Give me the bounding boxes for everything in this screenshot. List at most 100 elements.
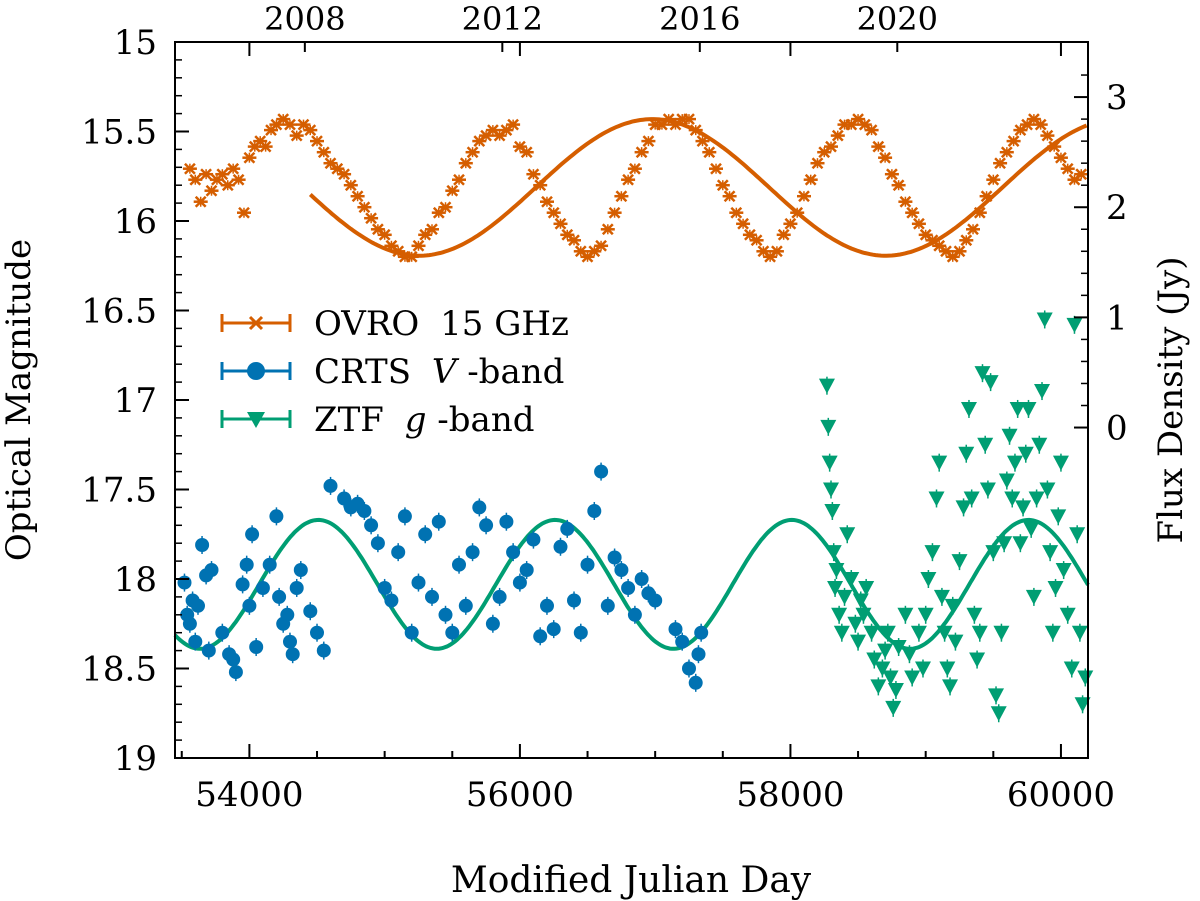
ztf-point-85 [1066,317,1083,333]
crts-point-58 [506,545,521,560]
ztf-point-57 [988,688,1005,704]
ovro-point-81 [709,162,723,175]
ovro-point-124 [999,146,1014,159]
ztf-point-5 [825,545,842,561]
ovro-point-94 [797,190,811,203]
crts-point-37 [364,518,379,533]
ovro-point-93 [790,206,805,219]
ovro-point-84 [729,206,744,219]
ovro-point-79 [695,135,710,147]
y-left-tick-label-8: 19 [114,739,157,779]
crts-point-19 [255,581,270,595]
y-left-tick-label-2: 16 [114,202,157,242]
legend-marker-crts [247,362,265,380]
ztf-point-22 [877,643,894,659]
crts-point-75 [621,581,636,595]
ztf-point-79 [1047,580,1064,596]
crts-point-80 [668,622,683,637]
ovro-point-69 [627,162,642,175]
crts-point-61 [526,532,541,547]
ztf-point-37 [931,455,948,471]
crts-point-82 [682,661,696,676]
ovro-point-83 [722,190,737,203]
y-left-tick-label-3: 16.5 [81,292,157,332]
axis-ticks [175,41,1088,759]
ztf-point-46 [958,446,975,462]
ovro-point-18 [283,118,297,131]
ovro-point-109 [898,195,913,208]
y-left-tick-label-1: 15.5 [81,113,157,153]
crts-point-21 [269,509,284,524]
crts-point-68 [573,625,588,640]
legend-label-ztf-suffix: -band [437,400,534,440]
legend-label-ovro-freq: 15 GHz [440,304,569,344]
y-left-tick-label-4: 17 [114,381,157,421]
ovro-point-8 [226,162,241,175]
ztf-point-20 [870,679,887,695]
ovro-point-37 [411,239,426,252]
ztf-point-24 [882,670,899,686]
ztf-point-60 [996,536,1013,552]
ovro-point-119 [966,223,980,236]
ovro-point-125 [1006,135,1021,147]
ovro-point-68 [621,173,636,186]
legend-label-crts-band: V [432,352,460,392]
ovro-point-60 [567,234,581,247]
ztf-point-0 [818,378,835,394]
ovro-point-110 [905,206,920,219]
ztf-point-36 [928,491,945,507]
crts-point-54 [479,518,494,533]
crts-point-29 [303,604,318,619]
ztf-point-42 [944,598,961,614]
crts-point-64 [546,622,561,637]
crts-point-55 [485,616,500,631]
ztf-point-49 [966,607,983,623]
ztf-point-53 [977,437,994,453]
ztf-point-65 [1009,401,1026,417]
ovro-point-0 [182,162,197,175]
crts-point-38 [370,536,385,551]
ztf-point-87 [1071,625,1088,641]
ovro-point-28 [350,190,365,203]
ztf-point-76 [1039,482,1056,498]
crts-point-51 [458,598,473,613]
x-tick-label-2: 58000 [736,775,844,815]
crts-point-48 [438,607,453,622]
ztf-point-58 [990,706,1007,722]
svg-text:CRTS V -band: CRTS V -band [314,352,564,392]
crts-point-77 [634,572,649,586]
crts-point-36 [357,504,372,518]
y-left-tick-label-6: 18 [114,560,157,600]
crts-point-43 [404,625,419,640]
ztf-point-35 [924,545,941,561]
crts-point-24 [280,607,295,622]
ovro-point-22 [310,135,324,147]
y-left-tick-label-5: 17.5 [81,471,157,511]
top-tick-label-0: 2008 [264,0,345,38]
crts-point-60 [519,563,534,577]
ovro-point-26 [337,168,352,181]
ztf-point-50 [969,652,986,668]
ovro-point-4 [204,184,219,197]
ztf-point-67 [1015,500,1032,516]
legend-label-ovro: OVRO [314,304,419,344]
plot-frame [174,41,1089,759]
crts-point-66 [560,521,575,536]
ztf-point-33 [917,607,934,623]
ovro-point-3 [199,168,214,181]
ztf-point-15 [852,593,869,609]
ztf-point-2 [821,455,838,471]
crts-point-13 [228,665,243,680]
ztf-point-64 [1006,455,1023,471]
ztf-point-82 [1055,563,1072,579]
ztf-point-13 [847,616,864,632]
ovro-point-55 [533,179,548,192]
ztf-point-80 [1050,509,1067,525]
ovro-point-130 [1040,129,1055,142]
ztf-point-62 [1001,428,1018,444]
ztf-point-29 [901,647,918,663]
crts-point-39 [377,581,392,595]
ztf-point-75 [1036,312,1053,328]
